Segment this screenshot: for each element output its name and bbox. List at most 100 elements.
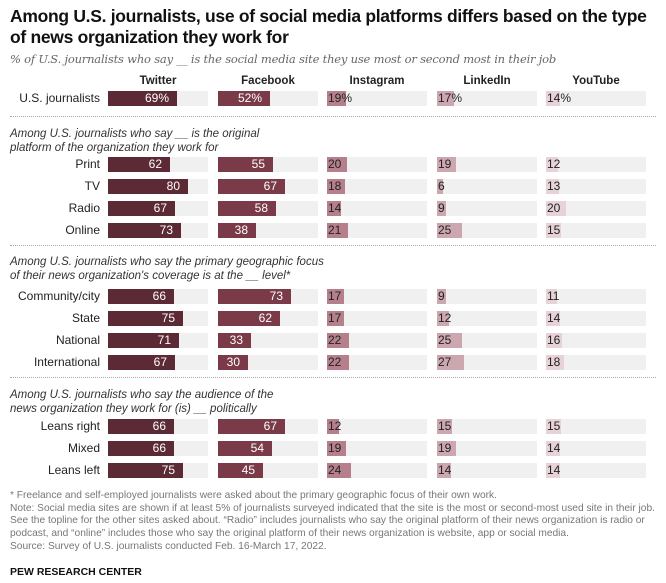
bar-track-twitter: 75: [108, 311, 208, 326]
bar-linkedin-print: [437, 157, 456, 172]
bar-track-twitter: 75: [108, 463, 208, 478]
bar-twitter-tv: [108, 179, 188, 194]
bar-track-instagram: 18: [327, 179, 427, 194]
row-label-leans-right: Leans right: [40, 419, 100, 433]
data-label-youtube-national: 16: [547, 333, 561, 347]
data-label-twitter-national: 71: [157, 333, 171, 347]
footnote: * Freelance and self-employed journalist…: [10, 490, 497, 501]
bar-youtube-u-s-journalists: [546, 91, 560, 106]
section-heading: Among U.S. journalists who say __ is the…: [10, 127, 259, 155]
data-label-twitter-community-city: 66: [152, 289, 166, 303]
bar-youtube-national: [546, 333, 562, 348]
bar-facebook-print: [218, 157, 273, 172]
bar-twitter-radio: [108, 201, 175, 216]
bar-youtube-international: [546, 355, 564, 370]
bar-track-linkedin: 14: [437, 463, 537, 478]
section-heading-line: Among U.S. journalists who say the audie…: [10, 389, 274, 401]
data-label-instagram-radio: 14: [328, 201, 342, 215]
bar-track-instagram: 17: [327, 289, 427, 304]
bar-track-twitter: 80: [108, 179, 208, 194]
data-label-facebook-print: 55: [251, 157, 265, 171]
bar-track-facebook: 62: [218, 311, 318, 326]
chart-title: Among U.S. journalists, use of social me…: [10, 6, 647, 47]
data-label-instagram-international: 22: [328, 355, 342, 369]
data-label-youtube-print: 12: [547, 157, 561, 171]
data-label-youtube-international: 18: [547, 355, 561, 369]
data-label-twitter-tv: 80: [166, 179, 180, 193]
bar-track-facebook: 45: [218, 463, 318, 478]
bar-track-instagram: 21: [327, 223, 427, 238]
bar-track-twitter: 67: [108, 355, 208, 370]
bar-youtube-state: [546, 311, 560, 326]
bar-facebook-online: [218, 223, 256, 238]
bar-track-youtube: 20: [546, 201, 646, 216]
bar-instagram-tv: [327, 179, 345, 194]
bar-track-linkedin: 19: [437, 157, 537, 172]
bar-track-facebook: 38: [218, 223, 318, 238]
row-label-mixed: Mixed: [67, 441, 100, 455]
data-label-youtube-community-city: 11: [547, 289, 560, 303]
bar-track-instagram: 24: [327, 463, 427, 478]
data-label-instagram-national: 22: [328, 333, 342, 347]
section-heading-line: Among U.S. journalists who say the prima…: [10, 256, 324, 268]
bar-instagram-online: [327, 223, 348, 238]
row-label-print: Print: [75, 157, 100, 171]
bar-instagram-leans-left: [327, 463, 351, 478]
data-label-youtube-tv: 13: [547, 179, 561, 193]
bar-youtube-leans-right: [546, 419, 561, 434]
data-label-youtube-radio: 20: [547, 201, 561, 215]
bar-linkedin-u-s-journalists: [437, 91, 454, 106]
notes-block: * Freelance and self-employed journalist…: [10, 490, 660, 554]
data-label-facebook-tv: 67: [263, 179, 277, 193]
bar-instagram-radio: [327, 201, 341, 216]
bar-track-twitter: 73: [108, 223, 208, 238]
row-label-leans-left: Leans left: [47, 463, 100, 477]
bar-youtube-online: [546, 223, 561, 238]
data-label-facebook-mixed: 54: [250, 441, 264, 455]
bar-twitter-community-city: [108, 289, 174, 304]
bar-track-twitter: 71: [108, 333, 208, 348]
bar-linkedin-leans-left: [437, 463, 451, 478]
bar-linkedin-mixed: [437, 441, 456, 456]
data-label-instagram-mixed: 19: [328, 441, 342, 455]
bar-track-youtube: 13: [546, 179, 646, 194]
bar-instagram-community-city: [327, 289, 344, 304]
data-label-instagram-online: 21: [328, 223, 342, 237]
data-label-facebook-u-s-journalists: 52%: [237, 91, 262, 105]
bar-instagram-leans-right: [327, 419, 339, 434]
bar-track-instagram: 20: [327, 157, 427, 172]
bar-track-instagram: 12: [327, 419, 427, 434]
bar-track-instagram: 19: [327, 441, 427, 456]
bar-instagram-state: [327, 311, 344, 326]
bar-linkedin-state: [437, 311, 449, 326]
bar-track-twitter: 66: [108, 419, 208, 434]
data-label-linkedin-print: 19: [438, 157, 452, 171]
data-label-youtube-online: 15: [547, 223, 561, 237]
bar-linkedin-tv: [437, 179, 443, 194]
data-label-facebook-leans-left: 45: [241, 463, 255, 477]
data-label-linkedin-leans-left: 14: [438, 463, 452, 477]
data-label-facebook-leans-right: 67: [263, 419, 277, 433]
bar-track-youtube: 11: [546, 289, 646, 304]
data-label-twitter-print: 62: [148, 157, 162, 171]
data-label-youtube-u-s-journalists: 14%: [547, 91, 572, 105]
data-label-linkedin-international: 27: [438, 355, 452, 369]
bar-track-twitter: 66: [108, 441, 208, 456]
section-divider: [10, 116, 656, 117]
bar-track-twitter: 62: [108, 157, 208, 172]
column-header-facebook: Facebook: [241, 75, 295, 87]
bar-youtube-radio: [546, 201, 566, 216]
bar-twitter-print: [108, 157, 170, 172]
data-label-youtube-state: 14: [547, 311, 561, 325]
row-label-tv: TV: [84, 179, 100, 193]
data-label-twitter-international: 67: [153, 355, 167, 369]
data-label-facebook-national: 33: [229, 333, 243, 347]
bar-track-instagram: 22: [327, 355, 427, 370]
data-label-facebook-international: 30: [226, 355, 240, 369]
bar-linkedin-community-city: [437, 289, 446, 304]
bar-twitter-mixed: [108, 441, 174, 456]
data-label-linkedin-community-city: 9: [438, 289, 445, 303]
data-label-instagram-state: 17: [328, 311, 342, 325]
bar-linkedin-leans-right: [437, 419, 452, 434]
row-label-state: State: [71, 311, 100, 325]
